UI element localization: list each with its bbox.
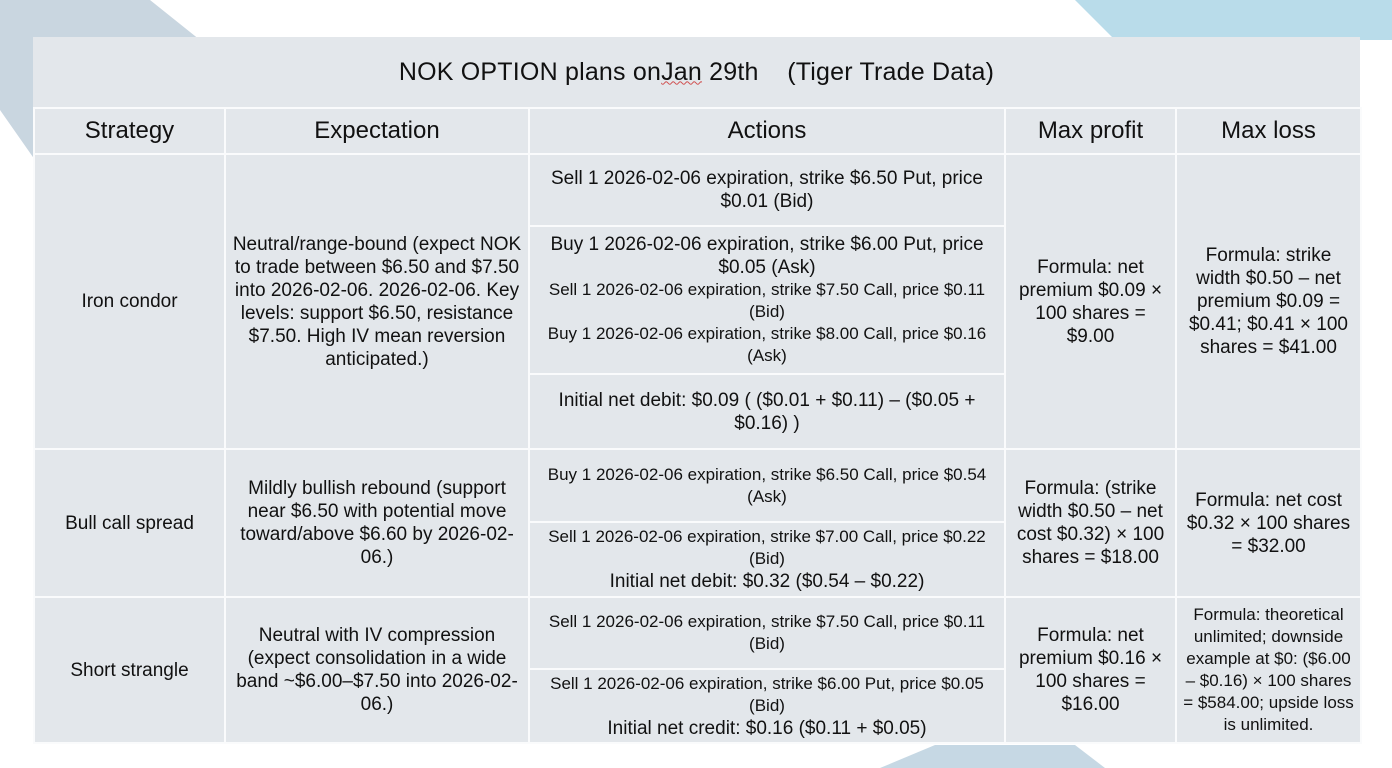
action-group: Buy 1 2026-02-06 expiration, strike $6.0… [530,227,1004,375]
action-line: Initial net debit: $0.32 ($0.54 – $0.22) [609,571,925,592]
max-loss-cell: Formula: theoretical unlimited; downside… [1175,596,1362,744]
expectation-cell: Mildly bullish rebound (support near $6.… [224,448,530,598]
expectation-cell: Neutral with IV compression (expect cons… [224,596,530,744]
page-title: NOK OPTION plans on Jan 29th (Tiger Trad… [33,37,1360,109]
action-line: Buy 1 2026-02-06 expiration, strike $6.0… [550,234,984,278]
actions-cell: Sell 1 2026-02-06 expiration, strike $7.… [528,596,1006,744]
title-suffix: 29th (Tiger Trade Data) [702,57,995,86]
max-loss-cell: Formula: net cost $0.32 × 100 shares = $… [1175,448,1362,598]
header-max-profit: Max profit [1004,107,1177,155]
action-line: Buy 1 2026-02-06 expiration, strike $8.0… [547,324,987,365]
header-strategy: Strategy [33,107,226,155]
strategy-cell: Short strangle [33,596,226,744]
max-loss-cell: Formula: strike width $0.50 – net premiu… [1175,153,1362,450]
action-line: Initial net credit: $0.16 ($0.11 + $0.05… [607,717,927,739]
action-line: Buy 1 2026-02-06 expiration, strike $6.5… [547,464,987,506]
action-line: Sell 1 2026-02-06 expiration, strike $6.… [550,673,984,715]
expectation-cell: Neutral/range-bound (expect NOK to trade… [224,153,530,450]
actions-cell: Sell 1 2026-02-06 expiration, strike $6.… [528,153,1006,450]
action-line: Sell 1 2026-02-06 expiration, strike $7.… [548,280,986,321]
strategy-cell: Iron condor [33,153,226,450]
options-plan-sheet: NOK OPTION plans on Jan 29th (Tiger Trad… [33,37,1362,744]
header-row: Strategy Expectation Actions Max profit … [33,107,1362,155]
action-line: Initial net debit: $0.09 ( ($0.01 + $0.1… [558,389,976,434]
action-group: Sell 1 2026-02-06 expiration, strike $7.… [530,598,1004,670]
action-group: Sell 1 2026-02-06 expiration, strike $6.… [530,670,1004,742]
table-row: Bull call spread Mildly bullish rebound … [33,448,1362,598]
title-prefix: NOK OPTION plans on [398,57,662,86]
action-group: Buy 1 2026-02-06 expiration, strike $6.5… [530,450,1004,523]
action-line: Sell 1 2026-02-06 expiration, strike $6.… [551,168,983,212]
action-line: Sell 1 2026-02-06 expiration, strike $7.… [548,612,986,653]
action-line: Sell 1 2026-02-06 expiration, strike $7.… [548,527,986,568]
header-actions: Actions [528,107,1006,155]
max-profit-cell: Formula: net premium $0.16 × 100 shares … [1004,596,1177,744]
action-group: Sell 1 2026-02-06 expiration, strike $7.… [530,523,1004,596]
strategy-cell: Bull call spread [33,448,226,598]
max-profit-cell: Formula: (strike width $0.50 – net cost … [1004,448,1177,598]
actions-cell: Buy 1 2026-02-06 expiration, strike $6.5… [528,448,1006,598]
table-row: Short strangle Neutral with IV compressi… [33,596,1362,744]
max-profit-cell: Formula: net premium $0.09 × 100 shares … [1004,153,1177,450]
table-row: Iron condor Neutral/range-bound (expect … [33,153,1362,450]
action-group: Initial net debit: $0.09 ( ($0.01 + $0.1… [530,375,1004,448]
header-max-loss: Max loss [1175,107,1362,155]
header-expectation: Expectation [224,107,530,155]
title-month: Jan [661,57,703,86]
action-group: Sell 1 2026-02-06 expiration, strike $6.… [530,155,1004,227]
strategy-table: Strategy Expectation Actions Max profit … [33,107,1362,744]
